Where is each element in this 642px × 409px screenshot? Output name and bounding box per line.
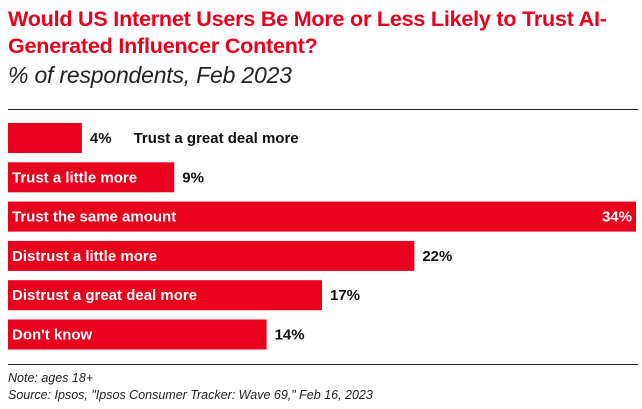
value-label-2: 34% xyxy=(602,209,632,226)
bar-4 xyxy=(8,280,322,311)
bar-3 xyxy=(8,240,415,271)
chart-note: Note: ages 18+ xyxy=(8,371,94,385)
bar-5 xyxy=(8,319,267,350)
top-divider xyxy=(8,109,638,110)
category-label-1: Trust a little more xyxy=(12,169,137,186)
value-label-0: 4% xyxy=(90,130,112,147)
value-label-5: 14% xyxy=(275,327,305,344)
category-label-0: Trust a great deal more xyxy=(134,130,299,147)
value-label-4: 17% xyxy=(330,287,360,304)
chart-subtitle: % of respondents, Feb 2023 xyxy=(8,62,292,88)
chart-source: Source: Ipsos, "Ipsos Consumer Tracker: … xyxy=(8,388,373,402)
bar-2 xyxy=(8,201,636,232)
bar-1 xyxy=(8,162,175,193)
category-label-5: Don't know xyxy=(12,327,93,344)
category-label-4: Distrust a great deal more xyxy=(12,287,197,304)
bottom-divider xyxy=(8,364,638,365)
chart-title: Would US Internet Users Be More or Less … xyxy=(8,7,607,58)
category-label-2: Trust the same amount xyxy=(12,209,176,226)
bar-0 xyxy=(8,123,82,153)
value-label-3: 22% xyxy=(422,248,452,265)
value-label-1: 9% xyxy=(182,169,204,186)
category-label-3: Distrust a little more xyxy=(12,248,157,265)
